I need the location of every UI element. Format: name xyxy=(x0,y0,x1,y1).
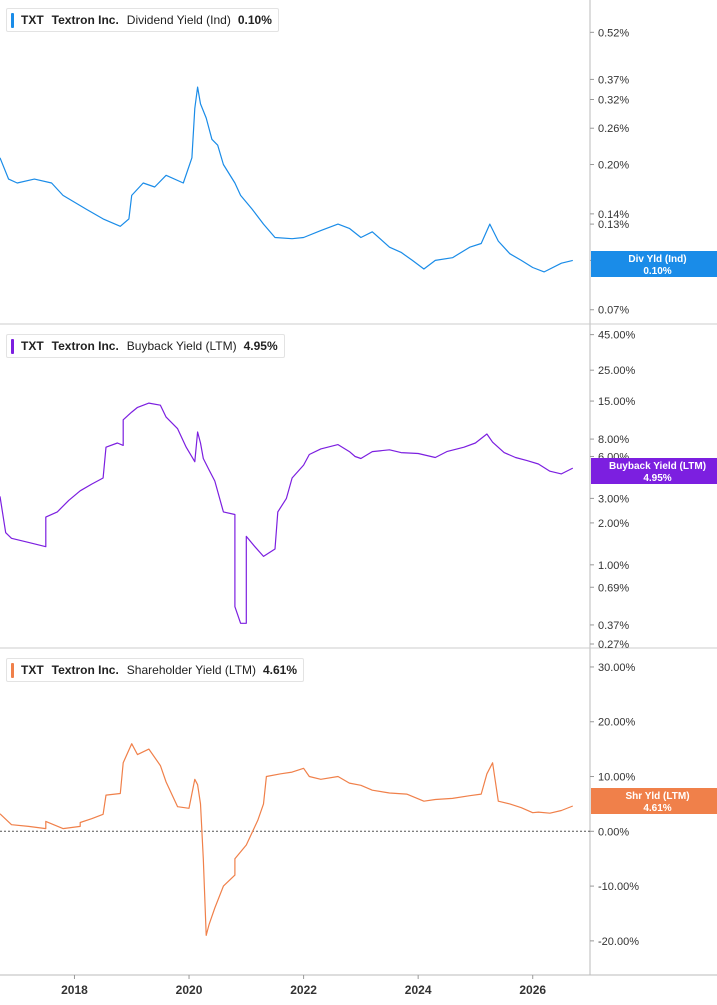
value-tag-label: Div Yld (Ind) xyxy=(628,254,686,265)
value-tag-label: Buyback Yield (LTM) xyxy=(609,461,706,472)
y-tick-label: 0.13% xyxy=(598,219,629,231)
value-tag-label: Shr Yld (LTM) xyxy=(625,791,689,802)
value-tag xyxy=(591,788,717,814)
y-tick-label: 0.26% xyxy=(598,123,629,135)
y-tick-label: 0.14% xyxy=(598,209,629,221)
y-tick-label: 10.00% xyxy=(598,772,636,784)
legend-value: 4.95% xyxy=(243,339,278,353)
y-tick-label: 3.00% xyxy=(598,493,629,505)
y-tick-label: 30.00% xyxy=(598,662,636,674)
y-tick-label: 2.00% xyxy=(598,518,629,530)
legend-ticker: TXT xyxy=(21,339,44,353)
y-tick-label: 45.00% xyxy=(598,330,636,342)
x-tick-label: 2018 xyxy=(61,983,88,997)
legend-value: 0.10% xyxy=(237,13,272,27)
y-tick-label: 1.00% xyxy=(598,560,629,572)
series-line xyxy=(0,86,573,273)
y-tick-label: 8.00% xyxy=(598,434,629,446)
y-tick-label: 0.69% xyxy=(598,582,629,594)
value-tag xyxy=(591,251,717,277)
y-tick-label: 0.37% xyxy=(598,74,629,86)
legend-company: Textron Inc. xyxy=(51,663,119,677)
series-color-swatch xyxy=(11,12,14,28)
y-tick-label: 0.52% xyxy=(598,27,629,39)
value-tag-value: 0.10% xyxy=(643,266,671,277)
legend-company: Textron Inc. xyxy=(51,13,119,27)
x-tick-label: 2024 xyxy=(405,983,432,997)
series-color-swatch xyxy=(11,338,14,354)
x-tick-label: 2020 xyxy=(176,983,203,997)
legend-buyback-yield: TXT Textron Inc. Buyback Yield (LTM) 4.9… xyxy=(6,334,285,358)
legend-dividend-yield: TXT Textron Inc. Dividend Yield (Ind) 0.… xyxy=(6,8,279,32)
legend-ticker: TXT xyxy=(21,13,44,27)
y-tick-label: 0.32% xyxy=(598,94,629,106)
legend-value: 4.61% xyxy=(262,663,297,677)
series-color-swatch xyxy=(11,662,14,678)
x-tick-label: 2026 xyxy=(519,983,546,997)
y-tick-label: 15.00% xyxy=(598,396,636,408)
value-tag-value: 4.95% xyxy=(643,473,671,484)
x-tick-label: 2022 xyxy=(290,983,317,997)
series-line xyxy=(0,402,574,624)
y-tick-label: 0.07% xyxy=(598,305,629,317)
y-tick-label: 0.27% xyxy=(598,639,629,651)
legend-metric: Buyback Yield (LTM) xyxy=(126,339,237,353)
legend-metric: Shareholder Yield (LTM) xyxy=(126,663,256,677)
y-tick-label: -20.00% xyxy=(598,936,639,948)
series-line xyxy=(0,743,574,937)
value-tag-value: 4.61% xyxy=(643,803,671,814)
legend-ticker: TXT xyxy=(21,663,44,677)
y-tick-label: -10.00% xyxy=(598,881,639,893)
y-tick-label: 20.00% xyxy=(598,717,636,729)
y-tick-label: 0.37% xyxy=(598,620,629,632)
y-tick-label: 25.00% xyxy=(598,365,636,377)
y-tick-label: 0.20% xyxy=(598,160,629,172)
legend-shareholder-yield: TXT Textron Inc. Shareholder Yield (LTM)… xyxy=(6,658,304,682)
legend-company: Textron Inc. xyxy=(51,339,119,353)
y-tick-label: 0.00% xyxy=(598,826,629,838)
value-tag xyxy=(591,458,717,484)
legend-metric: Dividend Yield (Ind) xyxy=(126,13,231,27)
